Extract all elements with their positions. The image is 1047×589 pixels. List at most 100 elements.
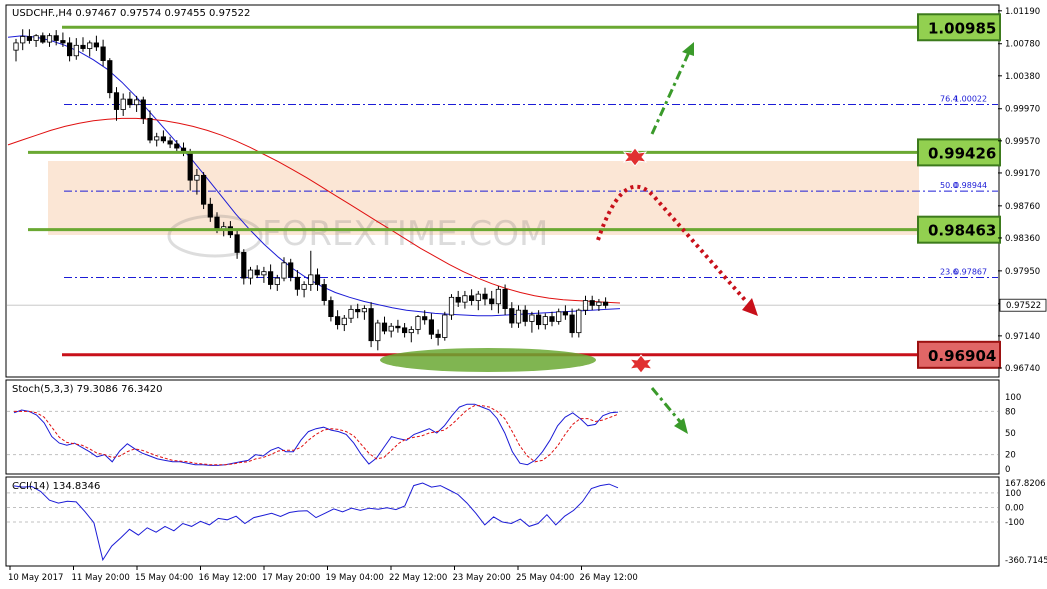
level-label: 0.99426 — [928, 144, 996, 162]
candle-bear — [160, 136, 166, 142]
candle-bear — [241, 251, 247, 279]
breakout-star-lower — [628, 354, 654, 374]
bullish-arrow-head — [682, 42, 694, 56]
axis-layer: 1.01190 1.00780 1.00380 0.99970 0.99570 0.991… — [8, 7, 1047, 583]
ma-slow-line — [7, 117, 621, 304]
level-box — [917, 13, 1001, 42]
candle-bull — [348, 308, 354, 319]
price-tick-label: 0.99170 — [1005, 169, 1040, 179]
candle-bear — [234, 234, 240, 253]
level-label: 1.00985 — [928, 19, 996, 37]
resistance-zone — [48, 161, 919, 235]
candle-bull — [361, 308, 368, 313]
candle-bull — [46, 35, 53, 43]
candle-bull — [408, 329, 414, 334]
candle-bull — [154, 136, 160, 141]
candle-bull — [261, 271, 267, 276]
time-tick-label: 23 May 20:00 — [453, 573, 511, 583]
price-tick-label: 1.00380 — [1005, 72, 1040, 82]
candle-bear — [187, 152, 193, 181]
candle-bull — [576, 309, 582, 334]
candle-bear — [267, 271, 274, 285]
time-tick-label: 10 May 2017 — [8, 573, 63, 583]
candle-bear — [589, 300, 595, 306]
candle-bull — [442, 314, 448, 338]
price-tick-label: 0.96740 — [1005, 364, 1040, 374]
main-pane-frame — [5, 4, 1000, 378]
candle-bear — [254, 269, 260, 276]
stoch-header: Stoch(5,3,3) 79.3086 76.3420 — [12, 384, 163, 395]
candles-layer — [13, 29, 609, 351]
watermark-logo: FOREXTIME.COM — [167, 214, 548, 258]
candle-bear — [422, 316, 428, 321]
candle-bear — [314, 274, 321, 285]
candle-bear — [355, 308, 361, 313]
candle-bear — [522, 309, 528, 322]
fib-price-label: 0.98944 — [954, 181, 987, 190]
candle-bear — [562, 311, 569, 316]
candle-bull — [194, 174, 200, 181]
fib-layer: 76.41.00022 50.00.98944 23.60.97867 — [64, 95, 998, 279]
stoch-tick-label: 20 — [1005, 451, 1016, 461]
candle-bull — [308, 274, 314, 285]
candle-bear — [107, 60, 113, 94]
current-price-label: 0.97522 — [1006, 301, 1041, 311]
cci-pane-frame — [5, 476, 1000, 567]
candle-bull — [87, 42, 93, 49]
fib-ratio-label: 76.4 — [940, 95, 958, 104]
candle-bear — [368, 308, 374, 342]
price-tick-label: 1.01190 — [1005, 7, 1040, 17]
candle-bull — [448, 296, 455, 316]
candle-bear — [100, 46, 106, 61]
candle-bear — [53, 35, 59, 41]
bullish-arrow-shaft — [650, 49, 692, 135]
candle-bear — [435, 333, 441, 338]
stoch-main-line — [13, 403, 619, 466]
fib-price-label: 1.00022 — [954, 95, 987, 104]
candle-bear — [569, 314, 575, 334]
stoch-tick-label: 80 — [1005, 407, 1016, 417]
cci-line — [13, 482, 619, 562]
candle-bear — [174, 143, 180, 149]
candle-bull — [133, 99, 140, 106]
level-box — [917, 138, 1001, 167]
candle-bear — [200, 174, 207, 205]
candle-bear — [603, 301, 609, 306]
time-tick-label: 22 May 12:00 — [389, 573, 447, 583]
candle-bear — [288, 262, 294, 278]
price-tick-label: 0.98360 — [1005, 234, 1040, 244]
level-label: 0.98463 — [928, 222, 996, 240]
candle-bear — [140, 99, 146, 119]
candle-bull — [341, 317, 347, 326]
candle-bear — [549, 316, 555, 322]
candle-bull — [281, 262, 287, 279]
candle-bear — [328, 300, 334, 318]
cci-header: CCI(14) 134.8346 — [12, 481, 100, 492]
candle-bear — [207, 203, 213, 218]
candle-bear — [40, 35, 46, 43]
time-tick-label: 25 May 04:00 — [516, 573, 574, 583]
time-tick-label: 16 May 12:00 — [199, 573, 257, 583]
breakout-star-upper — [622, 147, 648, 167]
candle-bull — [462, 295, 468, 303]
candle-bear — [147, 117, 153, 141]
candle-bear — [468, 295, 475, 301]
price-tick-label: 0.98760 — [1005, 202, 1040, 212]
cci-tick-label: -360.7145 — [1005, 556, 1047, 566]
watermark-text: FOREXTIME.COM — [262, 214, 548, 254]
candle-bear — [127, 98, 133, 106]
main-pane-header: USDCHF.,H4 0.97467 0.97574 0.97455 0.975… — [12, 8, 250, 19]
symbol-header: USDCHF.,H4 0.97467 0.97574 0.97455 0.975… — [12, 8, 250, 19]
time-tick-label: 15 May 04:00 — [135, 573, 193, 583]
price-tick-label: 0.97950 — [1005, 267, 1040, 277]
candle-bear — [502, 288, 508, 309]
cci-tick-label: -100 — [1005, 518, 1024, 528]
candle-bear — [334, 316, 341, 326]
candle-bull — [475, 293, 481, 301]
candle-bear — [294, 276, 301, 290]
candle-bull — [120, 98, 126, 110]
candle-bear — [428, 319, 435, 335]
candle-bull — [20, 36, 26, 44]
candle-bear — [509, 308, 515, 324]
